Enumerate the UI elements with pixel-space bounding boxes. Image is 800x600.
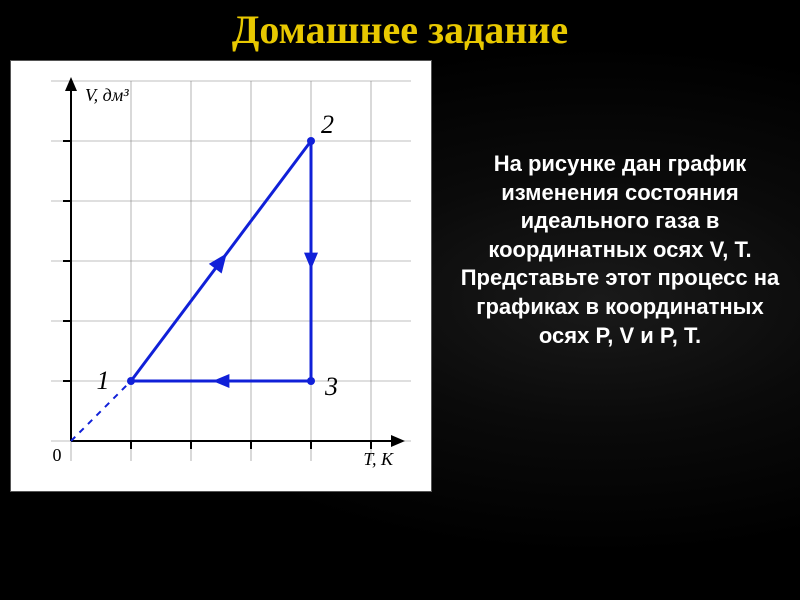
svg-text:2: 2 [321,110,334,139]
svg-text:1: 1 [97,366,110,395]
slide: Домашнее задание V, дм³ T, К 0 1 2 3 На рисун… [0,0,800,600]
task-text: На рисунке дан график изменения состояни… [460,150,780,350]
slide-title: Домашнее задание [0,6,800,53]
svg-text:3: 3 [324,372,338,401]
grid-lines [51,81,411,461]
svg-text:T, К: T, К [363,449,394,469]
chart-labels: V, дм³ T, К 0 1 2 3 [53,85,395,469]
svg-text:0: 0 [53,445,62,465]
svg-text:V, дм³: V, дм³ [85,85,129,105]
vt-diagram: V, дм³ T, К 0 1 2 3 [10,60,432,492]
axes [63,77,405,449]
vt-diagram-svg: V, дм³ T, К 0 1 2 3 [11,61,431,491]
process-cycle [131,141,318,388]
